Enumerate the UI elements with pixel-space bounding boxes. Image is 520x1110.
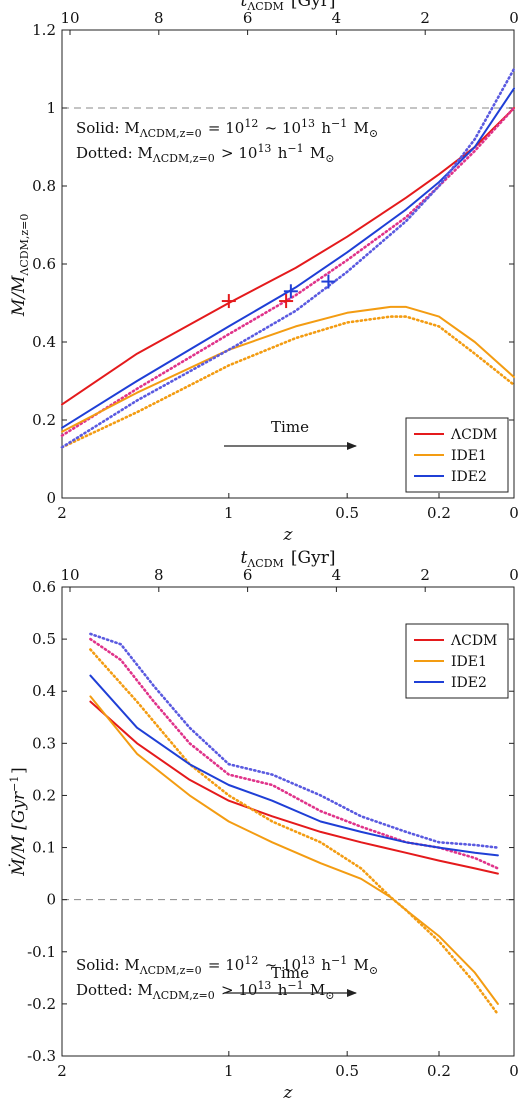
y-tick-label: 0.8 [32,177,56,195]
y-tick-label: 1.2 [32,21,56,39]
x-tick-label: 0.2 [427,1062,451,1080]
y-axis-title: Ṁ/M [Gyr−1 ] [8,767,29,876]
y-tick-label: -0.2 [27,995,56,1013]
series-line-lcdm_dotted-dotted [89,637,500,870]
legend-label: IDE1 [451,448,487,464]
top-axis-title: tΛCDM [Gyr] [241,548,336,570]
y-tick-label: 0 [46,891,56,909]
plus-marker [283,284,298,299]
x-tick-label: 0.2 [427,504,451,522]
legend-label: IDE1 [451,654,487,670]
top-tick-label: 0 [509,9,519,27]
y-tick-label: 0.5 [32,630,56,648]
y-tick-label: 1 [46,99,56,117]
top-tick-label: 4 [332,9,342,27]
annotation-dotted: Dotted: MΛCDM,z=0 > 1013 h−1 M⊙ [76,142,336,165]
x-tick-label: 0.5 [335,504,359,522]
x-axis-title: z [283,1083,294,1103]
y-axis-title: M/MΛCDM,z=0 [9,212,31,317]
x-tick-label: 2 [57,1062,67,1080]
y-tick-label: 0.1 [32,839,56,857]
legend-label: IDE2 [451,469,487,485]
legend: ΛCDM IDE1 IDE2 [405,417,509,493]
x-tick-label: 0.5 [335,1062,359,1080]
y-tick-label: 0.2 [32,786,56,804]
annotation-solid: Solid: MΛCDM,z=0 = 1012 ~ 1013 h−1 M⊙ [76,117,380,140]
x-tick-label: 1 [224,504,234,522]
x-tick-label: 2 [57,504,67,522]
series-line-ide1-dotted [89,648,500,1016]
bottom-panel-chart: 2 1 0.5 0.2 0 z 10 8 6 4 2 0 tΛCDM [Gyr] -0.3 -0.2 -0.1… [8,548,519,1103]
top-tick-label: 6 [243,9,253,27]
y-tick-label: 0 [46,489,56,507]
plot-frame [61,586,515,1057]
legend: ΛCDM IDE1 IDE2 [405,623,509,699]
x-tick-label: 1 [224,1062,234,1080]
y-tick-label: 0.4 [32,333,56,351]
x-tick-label: 0 [509,504,519,522]
top-tick-label: 8 [154,566,164,584]
plus-marker [279,294,294,309]
series-line-ide1-solid [61,305,515,433]
y-tick-label: 0.2 [32,411,56,429]
top-tick-label: 4 [332,566,342,584]
series-line-ide2-solid [61,87,515,429]
y-tick-label: 0.4 [32,682,56,700]
top-tick-label: 6 [243,566,253,584]
y-tick-label: 0.6 [32,255,56,273]
annotation-solid: Solid: MΛCDM,z=0 = 1012 ~ 1013 h−1 M⊙ [76,954,380,977]
y-tick-label: 0.6 [32,578,56,596]
series-line-ide1-solid [89,695,499,1005]
top-axis-title: tΛCDM [Gyr] [241,0,336,13]
top-tick-label: 10 [60,9,79,27]
series-line-ide1-dotted [60,315,516,449]
top-tick-label: 2 [420,566,430,584]
top-tick-label: 10 [60,566,79,584]
time-label: Time [271,418,309,436]
top-tick-label: 2 [420,9,430,27]
y-tick-label: 0.3 [32,734,56,752]
top-tick-label: 8 [154,9,164,27]
top-tick-label: 0 [509,566,519,584]
series-line-lcdm-solid [89,700,499,875]
x-axis-title: z [283,525,294,545]
legend-label: ΛCDM [450,427,497,443]
legend-label: ΛCDM [450,633,497,649]
y-tick-label: -0.3 [27,1047,56,1065]
x-tick-label: 0 [509,1062,519,1080]
series-line-lcdm_dotted-dotted [60,106,516,437]
y-tick-label: -0.1 [27,943,56,961]
time-label: Time [271,964,309,982]
plus-marker [221,294,236,309]
legend-label: IDE2 [451,675,487,691]
series-line-ide2_dotted-dotted [89,632,500,849]
series-line-ide2_dotted-dotted [60,67,516,449]
series-line-ide2-solid [89,674,499,857]
plus-marker [321,274,336,289]
annotation-dotted: Dotted: MΛCDM,z=0 > 1013 h−1 M⊙ [76,979,336,1002]
